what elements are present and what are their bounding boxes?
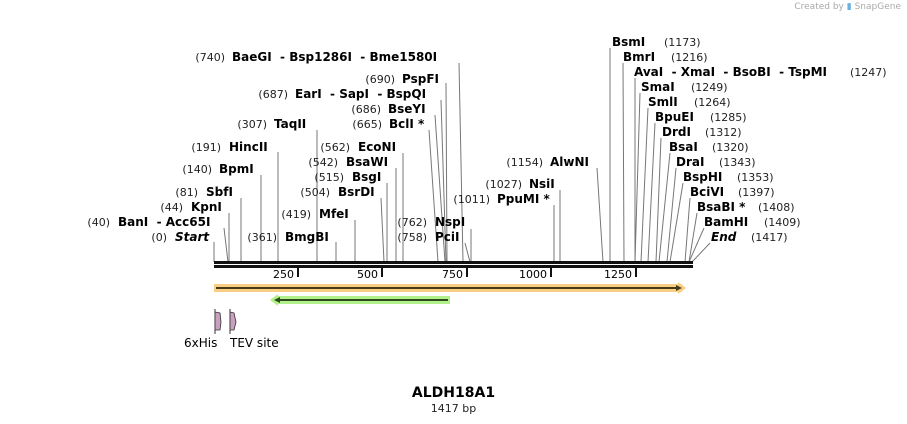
site-pos: (81) [175, 186, 198, 199]
site-pos: (1264) [694, 96, 731, 109]
site-pos: (762) [397, 216, 427, 229]
site-pos: (1343) [719, 156, 756, 169]
site-name[interactable]: BmrI [623, 50, 655, 64]
site-pos: (40) [87, 216, 110, 229]
site-name[interactable]: BsmI [612, 35, 645, 49]
site-pos: (515) [314, 171, 344, 184]
site-name[interactable]: MfeI [319, 207, 349, 221]
orf-reverse-arrow[interactable] [270, 294, 450, 306]
site-pos: (758) [397, 231, 427, 244]
site-pos: (191) [191, 141, 221, 154]
site-pos: (1216) [671, 51, 708, 64]
site-pos: (307) [237, 118, 267, 131]
site-pos: (1154) [506, 156, 543, 169]
ruler-tick: 1000 [519, 268, 547, 281]
site-pos: (1285) [710, 111, 747, 124]
site-pos: (690) [365, 73, 395, 86]
site-name[interactable]: EarI - SapI - BspQI [295, 87, 426, 101]
site-name[interactable]: BmgBI [285, 230, 329, 244]
site-pos: (1247) [850, 66, 887, 79]
orf-forward-arrow[interactable] [214, 282, 686, 294]
site-pos: (44) [160, 201, 183, 214]
site-name[interactable]: TaqII [274, 117, 306, 131]
construct-length: 1417 bp [430, 402, 477, 415]
site-pos: (419) [281, 208, 311, 221]
feature-label-tev-site: TEV site [229, 336, 279, 350]
site-pos: (0) [151, 231, 167, 244]
ruler-tick: 750 [442, 268, 463, 281]
site-name[interactable]: PciI [435, 230, 460, 244]
site-name[interactable]: NspI [435, 215, 465, 229]
site-pos: (562) [320, 141, 350, 154]
site-name[interactable]: AlwNI [550, 155, 589, 169]
site-connectors [213, 48, 711, 263]
site-name[interactable]: BsgI [352, 170, 381, 184]
site-pos: (1173) [664, 36, 701, 49]
site-name[interactable]: BpuEI [655, 110, 694, 124]
construct-name: ALDH18A1 [411, 385, 496, 401]
site-pos: (1417) [751, 231, 788, 244]
site-name[interactable]: PspFI [402, 72, 439, 86]
site-pos: (1249) [691, 81, 728, 94]
site-pos: (361) [247, 231, 277, 244]
site-pos: (1011) [453, 193, 490, 206]
site-pos: (1312) [705, 126, 742, 139]
site-pos: (740) [195, 51, 225, 64]
site-pos: (1027) [485, 178, 522, 191]
site-name[interactable]: PpuMI * [497, 192, 551, 206]
ruler-tick: 500 [357, 268, 378, 281]
ruler: 250 500 750 1000 1250 [273, 268, 637, 281]
site-name[interactable]: BsaBI * [697, 200, 746, 214]
site-pos: (504) [300, 186, 330, 199]
watermark-brand: SnapGene [854, 2, 901, 12]
site-name-end[interactable]: End [711, 230, 737, 244]
ruler-tick: 1250 [604, 268, 632, 281]
site-name[interactable]: BspHI [683, 170, 722, 184]
feature-label-6xhis: 6xHis [184, 336, 217, 350]
site-pos: (1397) [738, 186, 775, 199]
site-pos: (686) [351, 103, 381, 116]
site-name[interactable]: SmaI [641, 80, 675, 94]
site-name[interactable]: EcoNI [358, 140, 396, 154]
site-name[interactable]: BsrDI [338, 185, 375, 199]
snapgene-logo-icon: ▮ [846, 2, 852, 12]
site-name[interactable]: BsaWI [346, 155, 388, 169]
site-name[interactable]: DraI [676, 155, 704, 169]
site-pos: (140) [182, 163, 212, 176]
watermark-prefix: Created by [794, 2, 844, 12]
site-pos: (542) [308, 156, 338, 169]
sequence-backbone [214, 261, 693, 268]
site-pos: (1409) [764, 216, 801, 229]
site-name[interactable]: BclI * [389, 117, 425, 131]
site-pos: (665) [352, 118, 382, 131]
site-name[interactable]: BanI - Acc65I [118, 215, 210, 229]
site-name[interactable]: SbfI [206, 185, 233, 199]
site-pos: (687) [258, 88, 288, 101]
left-site-labels: (740) BaeGI - Bsp1286I - Bme1580I (690) … [87, 50, 589, 244]
site-name-start[interactable]: Start [175, 230, 210, 244]
site-name[interactable]: BpmI [219, 162, 254, 176]
site-name[interactable]: BciVI [690, 185, 724, 199]
right-site-labels: BsmI (1173) BmrI (1216) AvaI - XmaI - Bs… [612, 35, 887, 244]
site-name[interactable]: AvaI - XmaI - BsoBI - TspMI [634, 65, 827, 79]
site-name[interactable]: BaeGI - Bsp1286I - Bme1580I [232, 50, 437, 64]
site-name[interactable]: BsaI [669, 140, 698, 154]
site-pos: (1353) [737, 171, 774, 184]
site-name[interactable]: BamHI [704, 215, 748, 229]
feature-tev-site[interactable] [229, 309, 237, 334]
site-name[interactable]: BseYI [388, 102, 426, 116]
site-name[interactable]: HincII [229, 140, 268, 154]
ruler-tick: 250 [273, 268, 294, 281]
site-name[interactable]: NsiI [529, 177, 555, 191]
site-pos: (1408) [758, 201, 795, 214]
snapgene-watermark: Created by ▮ SnapGene [794, 2, 901, 12]
feature-6xhis[interactable] [214, 309, 222, 334]
site-name[interactable]: DrdI [662, 125, 691, 139]
site-pos: (1320) [712, 141, 749, 154]
site-name[interactable]: KpnI [191, 200, 222, 214]
site-name[interactable]: SmlI [648, 95, 678, 109]
